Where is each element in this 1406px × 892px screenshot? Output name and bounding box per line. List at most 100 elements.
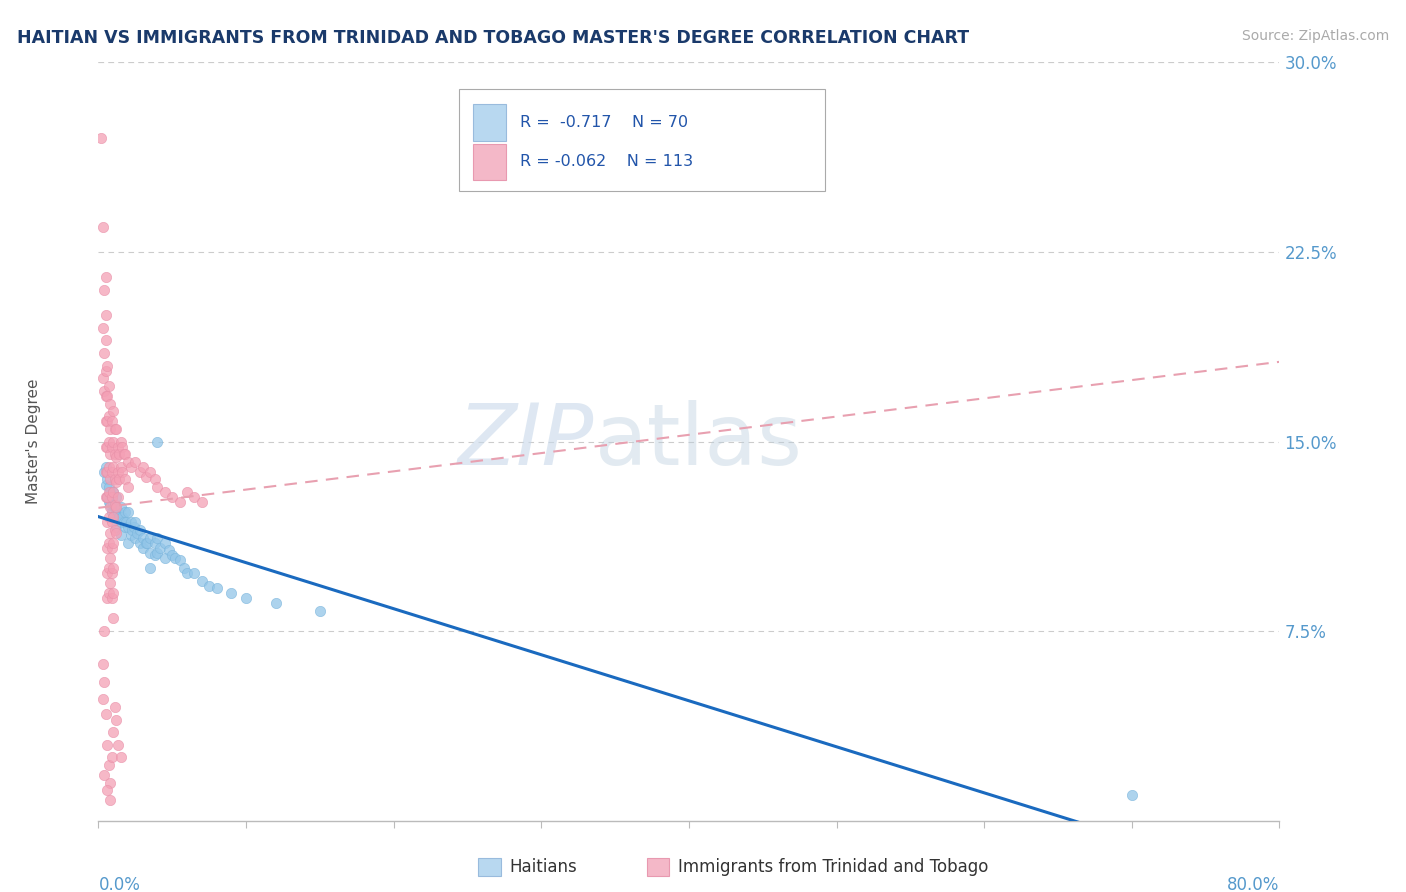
Point — [90, 131, 112, 145]
Point — [114, 520, 136, 534]
Point — [136, 535, 159, 549]
Point — [112, 516, 135, 530]
Point — [107, 440, 129, 454]
Text: 80.0%: 80.0% — [1227, 876, 1279, 892]
Text: Master's Degree: Master's Degree — [25, 379, 41, 504]
Point — [165, 550, 187, 565]
Point — [132, 541, 155, 555]
Point — [108, 510, 131, 524]
Text: R =  -0.717    N = 70: R = -0.717 N = 70 — [520, 115, 688, 130]
Point — [96, 473, 118, 487]
Point — [97, 409, 120, 424]
Point — [94, 490, 117, 504]
Point — [103, 498, 125, 512]
Point — [98, 550, 121, 565]
Point — [143, 548, 166, 563]
Point — [117, 535, 139, 549]
Point — [100, 591, 122, 606]
Point — [91, 692, 114, 706]
Point — [235, 591, 257, 606]
Point — [96, 359, 118, 373]
Point — [176, 566, 198, 580]
Text: Haitians: Haitians — [509, 858, 576, 876]
Point — [110, 434, 132, 449]
Point — [111, 465, 134, 479]
Point — [115, 516, 138, 530]
Point — [98, 473, 121, 487]
Point — [96, 389, 118, 403]
Point — [96, 783, 118, 797]
Point — [146, 480, 169, 494]
Point — [103, 611, 125, 625]
Point — [104, 523, 127, 537]
Point — [105, 490, 128, 504]
Point — [98, 576, 121, 591]
Point — [169, 495, 191, 509]
Point — [96, 516, 118, 530]
Point — [100, 566, 122, 580]
Point — [103, 485, 125, 500]
Point — [153, 485, 176, 500]
Point — [100, 440, 122, 454]
Point — [97, 510, 120, 524]
Point — [100, 516, 122, 530]
Point — [98, 525, 121, 540]
Point — [162, 548, 183, 563]
Point — [94, 440, 117, 454]
Point — [108, 473, 131, 487]
Point — [93, 384, 115, 398]
Point — [97, 480, 120, 494]
Point — [103, 535, 125, 549]
Point — [117, 455, 139, 469]
Point — [104, 473, 127, 487]
Point — [117, 520, 139, 534]
Point — [125, 525, 148, 540]
Point — [124, 531, 146, 545]
Point — [146, 531, 169, 545]
Point — [139, 531, 162, 545]
Text: 0.0%: 0.0% — [98, 876, 141, 892]
Point — [91, 371, 114, 385]
Point — [139, 546, 162, 560]
Point — [105, 525, 128, 540]
Point — [97, 561, 120, 575]
Point — [124, 516, 146, 530]
Point — [117, 480, 139, 494]
Point — [97, 535, 120, 549]
Point — [139, 465, 162, 479]
Point — [104, 699, 127, 714]
Point — [97, 495, 120, 509]
Point — [105, 450, 128, 464]
Point — [100, 465, 122, 479]
Point — [169, 553, 191, 567]
Point — [100, 750, 122, 764]
Point — [100, 490, 122, 504]
Point — [105, 422, 128, 436]
Point — [93, 624, 115, 639]
Point — [121, 523, 143, 537]
Point — [105, 475, 128, 489]
Point — [309, 604, 332, 618]
Point — [104, 422, 127, 436]
Point — [105, 500, 128, 515]
Point — [110, 500, 132, 515]
Point — [94, 364, 117, 378]
Point — [104, 498, 127, 512]
Point — [110, 750, 132, 764]
Point — [146, 434, 169, 449]
Point — [93, 465, 115, 479]
Point — [103, 510, 125, 524]
Point — [93, 283, 115, 297]
Point — [120, 516, 142, 530]
Text: ZIP: ZIP — [458, 400, 595, 483]
Point — [96, 490, 118, 504]
Point — [143, 535, 166, 549]
Point — [94, 477, 117, 491]
Point — [94, 334, 117, 348]
Point — [153, 550, 176, 565]
Point — [93, 674, 115, 689]
Point — [96, 738, 118, 752]
Point — [98, 793, 121, 807]
Point — [94, 389, 117, 403]
Point — [94, 707, 117, 722]
